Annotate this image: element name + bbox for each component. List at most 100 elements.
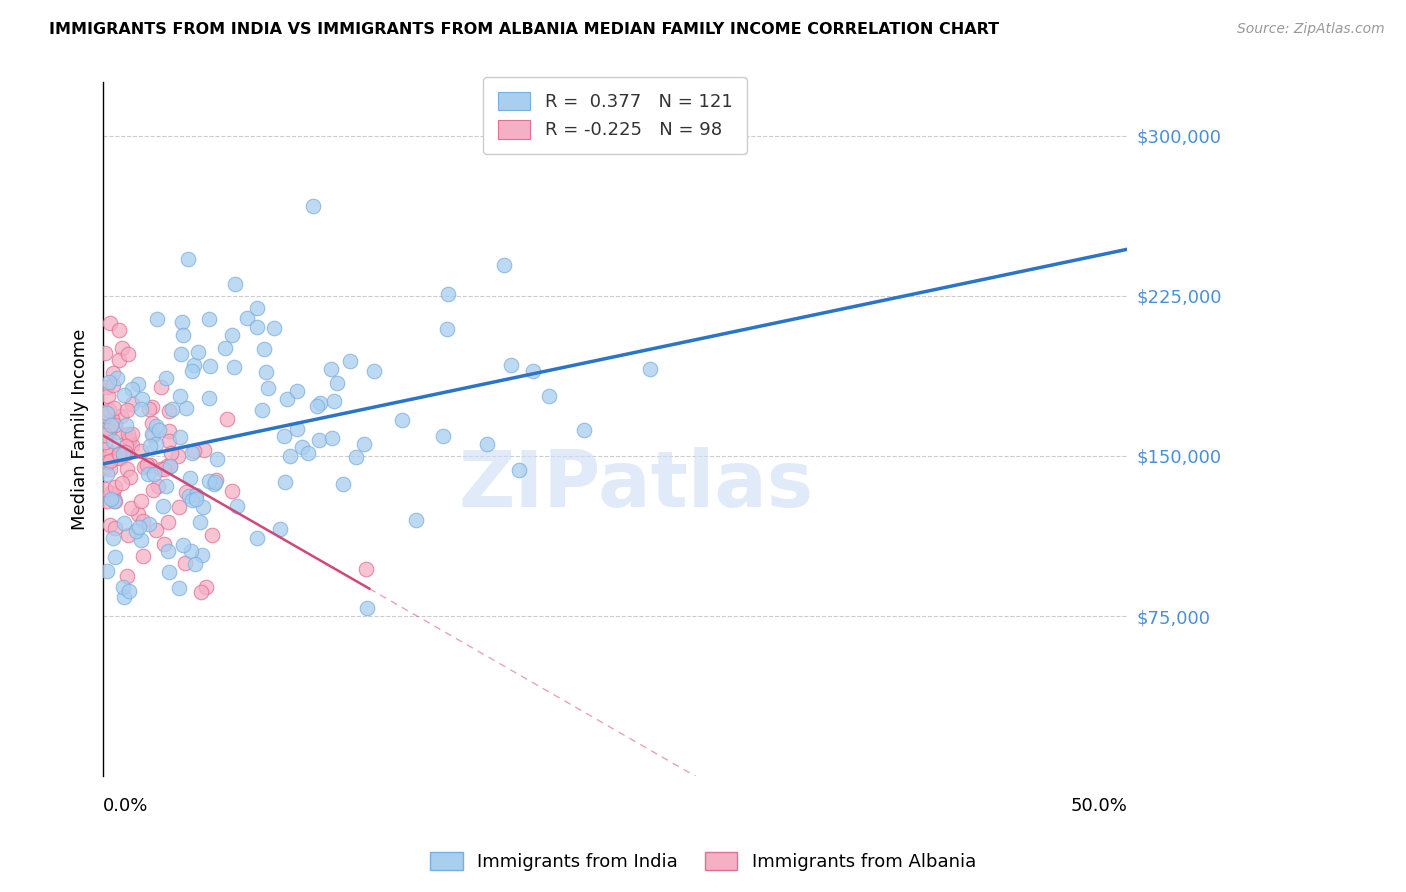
Point bbox=[202, 477, 225, 491]
Point bbox=[118, 470, 141, 484]
Point bbox=[150, 461, 173, 475]
Point bbox=[117, 427, 139, 442]
Point bbox=[174, 556, 197, 570]
Point bbox=[159, 458, 181, 473]
Point bbox=[170, 347, 193, 361]
Point bbox=[153, 537, 176, 551]
Point bbox=[98, 375, 121, 389]
Point bbox=[572, 423, 595, 437]
Text: 0.0%: 0.0% bbox=[103, 797, 149, 815]
Point bbox=[254, 365, 277, 379]
Point bbox=[101, 445, 124, 459]
Point bbox=[115, 462, 138, 476]
Point bbox=[110, 409, 132, 423]
Point bbox=[363, 364, 385, 378]
Point bbox=[129, 533, 152, 548]
Point bbox=[353, 437, 375, 451]
Point bbox=[285, 421, 308, 435]
Point bbox=[138, 516, 160, 531]
Point bbox=[96, 406, 118, 420]
Point bbox=[141, 427, 163, 442]
Point bbox=[215, 412, 238, 426]
Point bbox=[138, 401, 160, 416]
Point bbox=[145, 436, 167, 450]
Point bbox=[141, 416, 163, 430]
Point bbox=[246, 301, 269, 315]
Point bbox=[100, 491, 122, 506]
Text: ZIPatlas: ZIPatlas bbox=[458, 447, 813, 523]
Point bbox=[156, 459, 179, 474]
Point bbox=[115, 439, 138, 453]
Point bbox=[155, 371, 177, 385]
Point bbox=[183, 358, 205, 372]
Point bbox=[96, 409, 118, 424]
Point bbox=[157, 404, 180, 418]
Point bbox=[103, 494, 125, 508]
Point bbox=[120, 500, 142, 515]
Point bbox=[344, 450, 367, 465]
Point bbox=[159, 565, 181, 579]
Point bbox=[100, 486, 122, 500]
Point bbox=[139, 458, 162, 472]
Point bbox=[94, 435, 117, 450]
Point bbox=[167, 500, 190, 514]
Point bbox=[198, 359, 221, 373]
Point bbox=[107, 447, 129, 461]
Point bbox=[98, 462, 121, 476]
Point bbox=[94, 346, 117, 360]
Point bbox=[174, 401, 197, 415]
Point bbox=[184, 557, 207, 571]
Point bbox=[159, 458, 181, 473]
Point bbox=[138, 439, 160, 453]
Point bbox=[339, 353, 361, 368]
Point bbox=[136, 467, 159, 482]
Point bbox=[321, 361, 343, 376]
Point bbox=[250, 403, 273, 417]
Point bbox=[100, 417, 122, 432]
Point bbox=[148, 423, 170, 437]
Point bbox=[121, 438, 143, 452]
Point bbox=[110, 451, 132, 466]
Point bbox=[115, 403, 138, 417]
Point bbox=[522, 364, 544, 378]
Point bbox=[148, 479, 170, 493]
Point bbox=[127, 377, 149, 392]
Legend: Immigrants from India, Immigrants from Albania: Immigrants from India, Immigrants from A… bbox=[423, 845, 983, 879]
Point bbox=[432, 429, 454, 443]
Point bbox=[121, 382, 143, 396]
Point bbox=[105, 371, 128, 385]
Point bbox=[183, 443, 205, 458]
Point bbox=[134, 460, 156, 475]
Point bbox=[115, 446, 138, 460]
Point bbox=[194, 580, 217, 594]
Point bbox=[96, 380, 118, 394]
Point bbox=[179, 471, 201, 485]
Point bbox=[278, 450, 301, 464]
Point bbox=[112, 516, 135, 530]
Point bbox=[174, 485, 197, 500]
Point bbox=[142, 428, 165, 442]
Point bbox=[274, 475, 297, 489]
Point bbox=[103, 434, 125, 448]
Point bbox=[98, 423, 121, 437]
Point bbox=[499, 359, 522, 373]
Point bbox=[256, 381, 278, 395]
Point bbox=[204, 475, 226, 490]
Point bbox=[127, 507, 149, 521]
Point bbox=[118, 584, 141, 599]
Point bbox=[103, 401, 125, 415]
Point bbox=[131, 392, 153, 407]
Point bbox=[129, 401, 152, 416]
Point bbox=[157, 544, 180, 558]
Point bbox=[98, 425, 121, 440]
Point bbox=[308, 434, 330, 448]
Point bbox=[117, 347, 139, 361]
Point bbox=[129, 493, 152, 508]
Point bbox=[297, 446, 319, 460]
Point bbox=[276, 392, 298, 407]
Point bbox=[104, 418, 127, 433]
Point bbox=[269, 522, 291, 536]
Point bbox=[224, 277, 246, 291]
Point bbox=[105, 425, 128, 439]
Point bbox=[253, 342, 276, 356]
